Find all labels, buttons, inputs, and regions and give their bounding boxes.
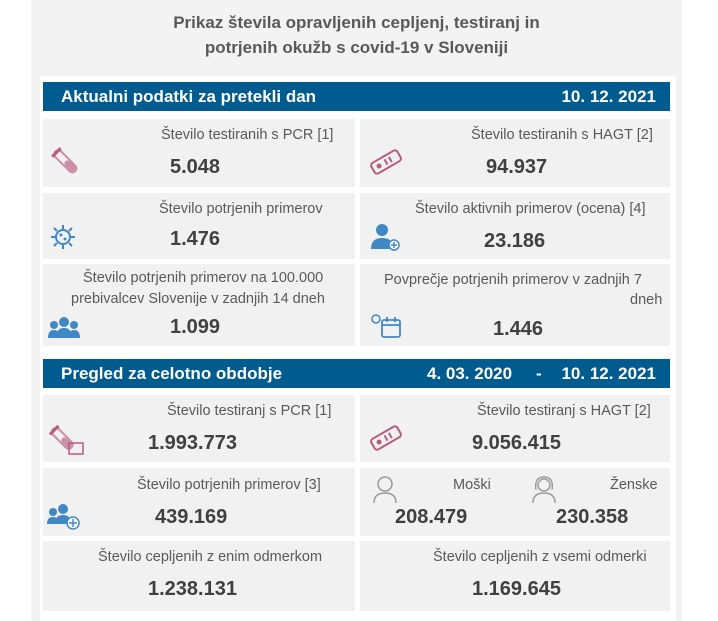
vacc-one-label: Število cepljenih z enim odmerkom (98, 549, 323, 565)
daily-confirmed-card: Število potrjenih primerov 1.476 (43, 193, 355, 259)
daily-hagt-card: Število testiranih s HAGT [2] 94.937 (360, 119, 670, 187)
daily-hagt-label: Število testiranih s HAGT [2] (471, 127, 653, 143)
daily-per100k-value: 1.099 (170, 316, 221, 338)
overall-vacc-one-card: Število cepljenih z enim odmerkom 1.238.… (43, 541, 355, 611)
person-plus-icon (371, 224, 400, 251)
daily-avg7-value: 1.446 (493, 318, 544, 340)
overall-vacc-all-card: Število cepljenih z vsemi odmerki 1.169.… (360, 541, 670, 611)
daily-confirmed-value: 1.476 (170, 228, 221, 250)
overall-confirmed-card: Število potrjenih primerov [3] 439.169 (43, 468, 355, 536)
male-label: Moški (453, 477, 491, 493)
male-icon (373, 476, 397, 504)
overall-date-from: 4. 03. 2020 (427, 364, 513, 383)
daily-avg7-card: Povprečje potrjenih primerov v zadnjih 7… (360, 264, 670, 346)
daily-confirmed-label: Število potrjenih primerov (159, 201, 323, 217)
female-icon (532, 476, 556, 504)
overall-pcr-card: Število testiranj s PCR [1] 1.993.773 (43, 395, 355, 462)
daily-avg7-label-line1: Povprečje potrjenih primerov v zadnjih 7 (384, 272, 642, 288)
overall-heading: Pregled za celotno obdobje (61, 364, 283, 383)
daily-per100k-label-line1: Število potrjenih primerov na 100.000 (83, 270, 324, 286)
overall-gender-card: Moški 208.479 Ženske 230.358 (360, 468, 670, 536)
female-label: Ženske (610, 477, 658, 493)
rapid-test-icon (370, 149, 402, 175)
overall-date-separator: - (536, 364, 542, 383)
male-value: 208.479 (395, 506, 468, 528)
daily-active-card: Število aktivnih primerov (ocena) [4] 23… (360, 193, 670, 259)
overall-hagt-value: 9.056.415 (472, 432, 561, 454)
overall-confirmed-value: 439.169 (155, 506, 228, 528)
overall-header: Pregled za celotno obdobje 4. 03. 2020 -… (43, 359, 670, 388)
overall-pcr-label: Število testiranj s PCR [1] (167, 403, 332, 419)
vacc-all-value: 1.169.645 (472, 578, 561, 600)
group-icon (48, 317, 80, 338)
test-tube-icon (51, 147, 78, 174)
daily-heading: Aktualni podatki za pretekli dan (61, 87, 317, 106)
daily-hagt-value: 94.937 (486, 156, 548, 178)
daily-per100k-label-line2: prebivalcev Slovenije v zadnjih 14 dneh (71, 291, 325, 307)
daily-pcr-label: Število testiranih s PCR [1] (161, 127, 334, 143)
daily-active-value: 23.186 (484, 230, 546, 252)
daily-date: 10. 12. 2021 (561, 87, 656, 106)
daily-per100k-card: Število potrjenih primerov na 100.000 pr… (43, 264, 355, 346)
daily-active-label: Število aktivnih primerov (ocena) [4] (415, 201, 646, 217)
overall-pcr-value: 1.993.773 (148, 432, 237, 454)
female-value: 230.358 (556, 506, 629, 528)
daily-pcr-card: Število testiranih s PCR [1] 5.048 (43, 119, 355, 187)
test-tube-icon (49, 424, 84, 455)
calendar-icon (371, 314, 401, 338)
daily-avg7-label-line2: dneh (630, 292, 663, 308)
overall-hagt-label: Število testiranj s HAGT [2] (477, 403, 651, 419)
daily-header: Aktualni podatki za pretekli dan 10. 12.… (43, 82, 670, 111)
vacc-one-value: 1.238.131 (148, 578, 237, 600)
page-title: Prikaz števila opravljenih cepljenj, tes… (173, 13, 540, 57)
group-icon (47, 504, 80, 530)
overall-confirmed-label: Število potrjenih primerov [3] (137, 477, 321, 493)
overall-date-to: 10. 12. 2021 (561, 364, 656, 383)
daily-pcr-value: 5.048 (170, 156, 221, 178)
overall-hagt-card: Število testiranj s HAGT [2] 9.056.415 (360, 395, 670, 462)
rapid-test-icon (370, 425, 402, 451)
virus-icon (51, 225, 75, 249)
vacc-all-label: Število cepljenih z vsemi odmerki (433, 549, 647, 565)
